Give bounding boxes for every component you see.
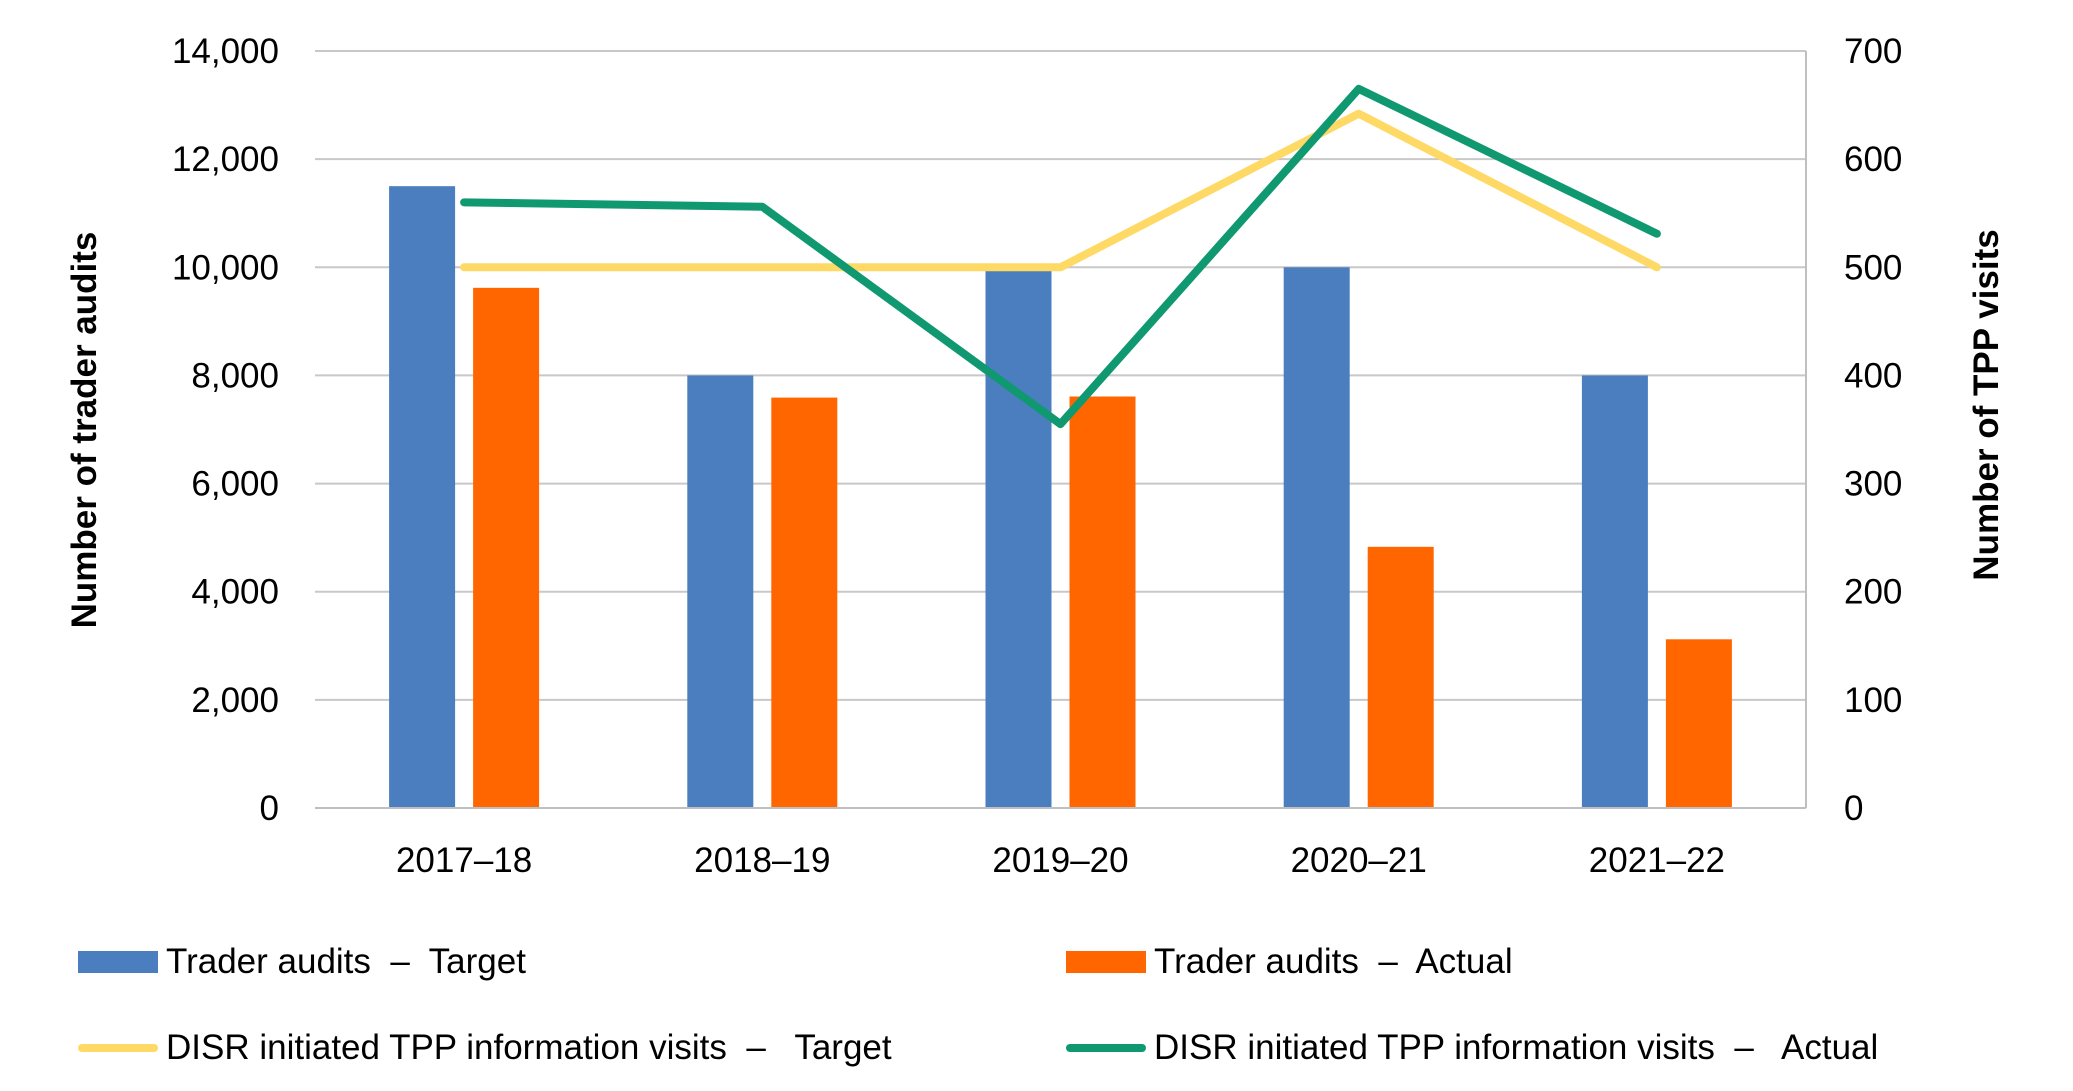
legend-item-visits-target: DISR initiated TPP information visits – …: [78, 1023, 892, 1073]
bar-audits-actual: [1665, 639, 1732, 808]
x-tick-label: 2017–18: [396, 841, 532, 880]
y-left-tick-label: 8,000: [191, 356, 279, 395]
y-left-tick-label: 6,000: [191, 465, 279, 504]
legend-item-audits-actual: Trader audits – Actual: [1066, 937, 1513, 987]
bar-audits-actual: [473, 287, 540, 808]
x-tick-label: 2021–22: [1589, 841, 1725, 880]
y-left-tick-label: 2,000: [191, 681, 279, 720]
y-right-tick-label: 700: [1844, 32, 1902, 71]
bar-audits-target: [1283, 267, 1350, 808]
legend-label-audits-actual: Trader audits – Actual: [1154, 942, 1513, 981]
legend-label-visits-actual: DISR initiated TPP information visits – …: [1154, 1028, 1879, 1067]
series-lines: [460, 84, 1661, 429]
y-right-tick-label: 0: [1844, 789, 1863, 828]
legend-swatch-visits-target: [78, 1044, 158, 1052]
y-right-tick-label: 400: [1844, 356, 1902, 395]
y-right-tick-label: 500: [1844, 248, 1902, 287]
y-left-tick-label: 4,000: [191, 573, 279, 612]
legend-swatch-audits-target: [78, 951, 158, 973]
y-right-tick-label: 600: [1844, 140, 1902, 179]
line-visits-actual: [460, 84, 1661, 429]
legend-swatch-visits-actual: [1066, 1044, 1146, 1052]
y-left-tick-label: 14,000: [172, 32, 279, 71]
bar-audits-target: [1581, 375, 1648, 808]
bar-audits-actual: [1367, 546, 1434, 808]
y-right-axis-label: Number of TPP visits: [1967, 229, 2006, 580]
axes: 0 0 2,000 100 4,000 200 6,000 300 8,000 400 10,000…: [172, 32, 1902, 880]
legend-label-visits-target: DISR initiated TPP information visits – …: [166, 1028, 892, 1067]
y-right-tick-label: 300: [1844, 465, 1902, 504]
bar-audits-actual: [1069, 396, 1136, 808]
legend-swatch-audits-actual: [1066, 951, 1146, 973]
y-right-tick-label: 200: [1844, 573, 1902, 612]
y-right-tick-label: 100: [1844, 681, 1902, 720]
bar-audits-target: [389, 186, 456, 808]
legend-label-audits-target: Trader audits – Target: [166, 942, 526, 981]
bars: [389, 186, 1732, 808]
bar-audits-actual: [771, 397, 838, 808]
legend-item-visits-actual: DISR initiated TPP information visits – …: [1066, 1023, 1878, 1073]
y-left-tick-label: 0: [260, 789, 279, 828]
legend-item-audits-target: Trader audits – Target: [78, 937, 526, 987]
y-left-axis-label: Number of trader audits: [65, 232, 104, 629]
y-left-tick-label: 10,000: [172, 248, 279, 287]
x-tick-label: 2019–20: [992, 841, 1128, 880]
x-tick-label: 2018–19: [694, 841, 830, 880]
x-tick-label: 2020–21: [1291, 841, 1427, 880]
bar-audits-target: [985, 267, 1052, 808]
line-visits-target: [460, 109, 1661, 272]
bar-audits-target: [687, 375, 754, 808]
y-left-tick-label: 12,000: [172, 140, 279, 179]
